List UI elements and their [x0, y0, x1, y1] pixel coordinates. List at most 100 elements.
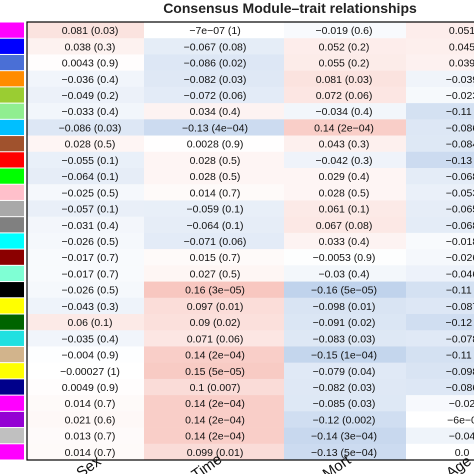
heatmap-cell: [144, 54, 284, 71]
module-color-swatch: [0, 330, 24, 346]
cell-value-label: 0.0049 (0.9): [62, 382, 119, 394]
cell-value-label: 0.14 (2e−04): [185, 350, 245, 362]
heatmap-cell: [406, 265, 474, 282]
heatmap-cell: [144, 151, 284, 169]
heatmap-cell: [27, 297, 144, 315]
cell-value-label: −0.087: [446, 301, 474, 313]
cell-value-label: −0.03 (0.4): [318, 268, 369, 280]
heatmap-cell: [284, 119, 406, 136]
cell-value-label: −0.042 (0.3): [316, 155, 373, 167]
heatmap-cell: [284, 297, 406, 315]
cell-labels: 0.081 (0.03) −7e−07 (1) −0.019 (0.6) 0.051 0…: [59, 25, 474, 459]
module-color-swatch: [0, 38, 24, 54]
cell-value-label: 0.028 (0.5): [190, 155, 241, 167]
module-color-swatch: [0, 200, 24, 217]
cell-value-label: 0.014 (0.7): [190, 187, 241, 199]
heatmap-cell: [144, 232, 284, 250]
cell-value-label: −0.064 (0.1): [62, 171, 119, 183]
cell-value-label: 0.06 (0.1): [68, 317, 113, 329]
heatmap-cell: [406, 200, 474, 217]
heatmap-cell: [144, 427, 284, 445]
heatmap-cell: [144, 411, 284, 428]
cell-value-label: −0.035 (0.4): [62, 333, 119, 345]
module-color-swatch: [0, 22, 24, 38]
cell-value-label: −0.086 (0.03): [59, 122, 122, 134]
cell-value-label: −0.086: [446, 382, 474, 394]
cell-value-label: −0.017 (0.7): [62, 268, 119, 280]
heatmap-cell: [27, 22, 144, 39]
heatmap-cell: [27, 216, 144, 234]
heatmap-cell: [144, 200, 284, 217]
cell-value-label: −7e−07 (1): [189, 25, 240, 37]
heatmap-cell: [144, 281, 284, 299]
module-color-swatch: [0, 265, 24, 282]
heatmap-cell: [144, 249, 284, 266]
heatmap-cell: [27, 265, 144, 282]
cell-value-label: 0.14 (2e−04): [314, 122, 374, 134]
module-color-swatch: [0, 184, 24, 200]
heatmap-cell: [284, 135, 406, 153]
heatmap-cell: [406, 22, 474, 39]
cell-value-label: 0.045: [449, 41, 474, 53]
module-color-swatch: [0, 71, 24, 87]
heatmap-cell: [284, 443, 406, 461]
heatmap-cell: [27, 119, 144, 136]
cell-value-label: 0.16 (3e−05): [185, 285, 245, 297]
heatmap-cell: [27, 151, 144, 169]
cell-value-label: −0.017 (0.7): [62, 252, 119, 264]
heatmap-cell: [144, 346, 284, 363]
cell-value-label: −0.11 (: [446, 106, 474, 118]
cell-value-label: −0.026: [446, 252, 474, 264]
heatmap-cell: [144, 70, 284, 88]
cell-value-label: 0.021 (0.6): [65, 414, 116, 426]
heatmap-cell: [27, 38, 144, 55]
heatmap-cell: [406, 119, 474, 136]
heatmap-cell: [284, 330, 406, 347]
cell-value-label: −0.082 (0.03): [184, 74, 247, 86]
cell-value-label: −0.026 (0.5): [62, 285, 119, 297]
heatmap-cell: [406, 330, 474, 347]
cell-value-label: −0.12 (: [446, 317, 474, 329]
cell-value-label: −0.072 (0.06): [184, 90, 247, 102]
heatmap-cell: [284, 281, 406, 299]
cell-value-label: 0.028 (0.5): [319, 187, 370, 199]
module-color-swatch: [0, 379, 24, 395]
cell-value-label: −0.16 (5e−05): [311, 285, 377, 297]
heatmap-cell: [284, 249, 406, 266]
heatmap-cell: [27, 54, 144, 71]
heatmap-cell: [406, 103, 474, 120]
heatmap-cell: [144, 362, 284, 380]
module-color-swatch: [0, 314, 24, 330]
cell-value-label: −0.053: [446, 187, 474, 199]
heatmap-cell: [284, 86, 406, 104]
cell-value-label: −0.025 (0.5): [62, 187, 119, 199]
heatmap-cell: [144, 395, 284, 412]
module-color-swatch: [0, 411, 24, 428]
heatmap-cell: [144, 297, 284, 315]
heatmap-cell: [284, 22, 406, 39]
heatmap-cell: [406, 395, 474, 412]
cell-value-label: 0.081 (0.03): [316, 74, 373, 86]
heatmap-cell: [144, 119, 284, 136]
module-color-swatch: [0, 103, 24, 119]
heatmap-cell: [406, 443, 474, 461]
heatmap-cell: [284, 411, 406, 428]
cell-value-label: −0.057 (0.1): [62, 204, 119, 216]
heatmap-cell: [144, 378, 284, 396]
heatmap-cell: [406, 249, 474, 266]
heatmap-cell: [144, 443, 284, 461]
cell-value-label: −0.079 (0.04): [313, 366, 376, 378]
heatmap-cell: [406, 378, 474, 396]
cell-value-label: 0.061 (0.1): [319, 204, 370, 216]
cell-value-label: −0.046: [446, 268, 474, 280]
module-color-swatch: [0, 168, 24, 184]
heatmap-cell: [144, 22, 284, 39]
module-color-swatch: [0, 87, 24, 103]
cell-value-label: −0.12 (0.002): [313, 414, 376, 426]
heatmap-cell: [27, 70, 144, 88]
cell-value-label: 0.072 (0.06): [316, 90, 373, 102]
cell-value-label: −0.084: [446, 139, 474, 151]
cell-value-label: 0.051: [449, 25, 474, 37]
cell-value-label: 0.15 (5e−05): [185, 366, 245, 378]
